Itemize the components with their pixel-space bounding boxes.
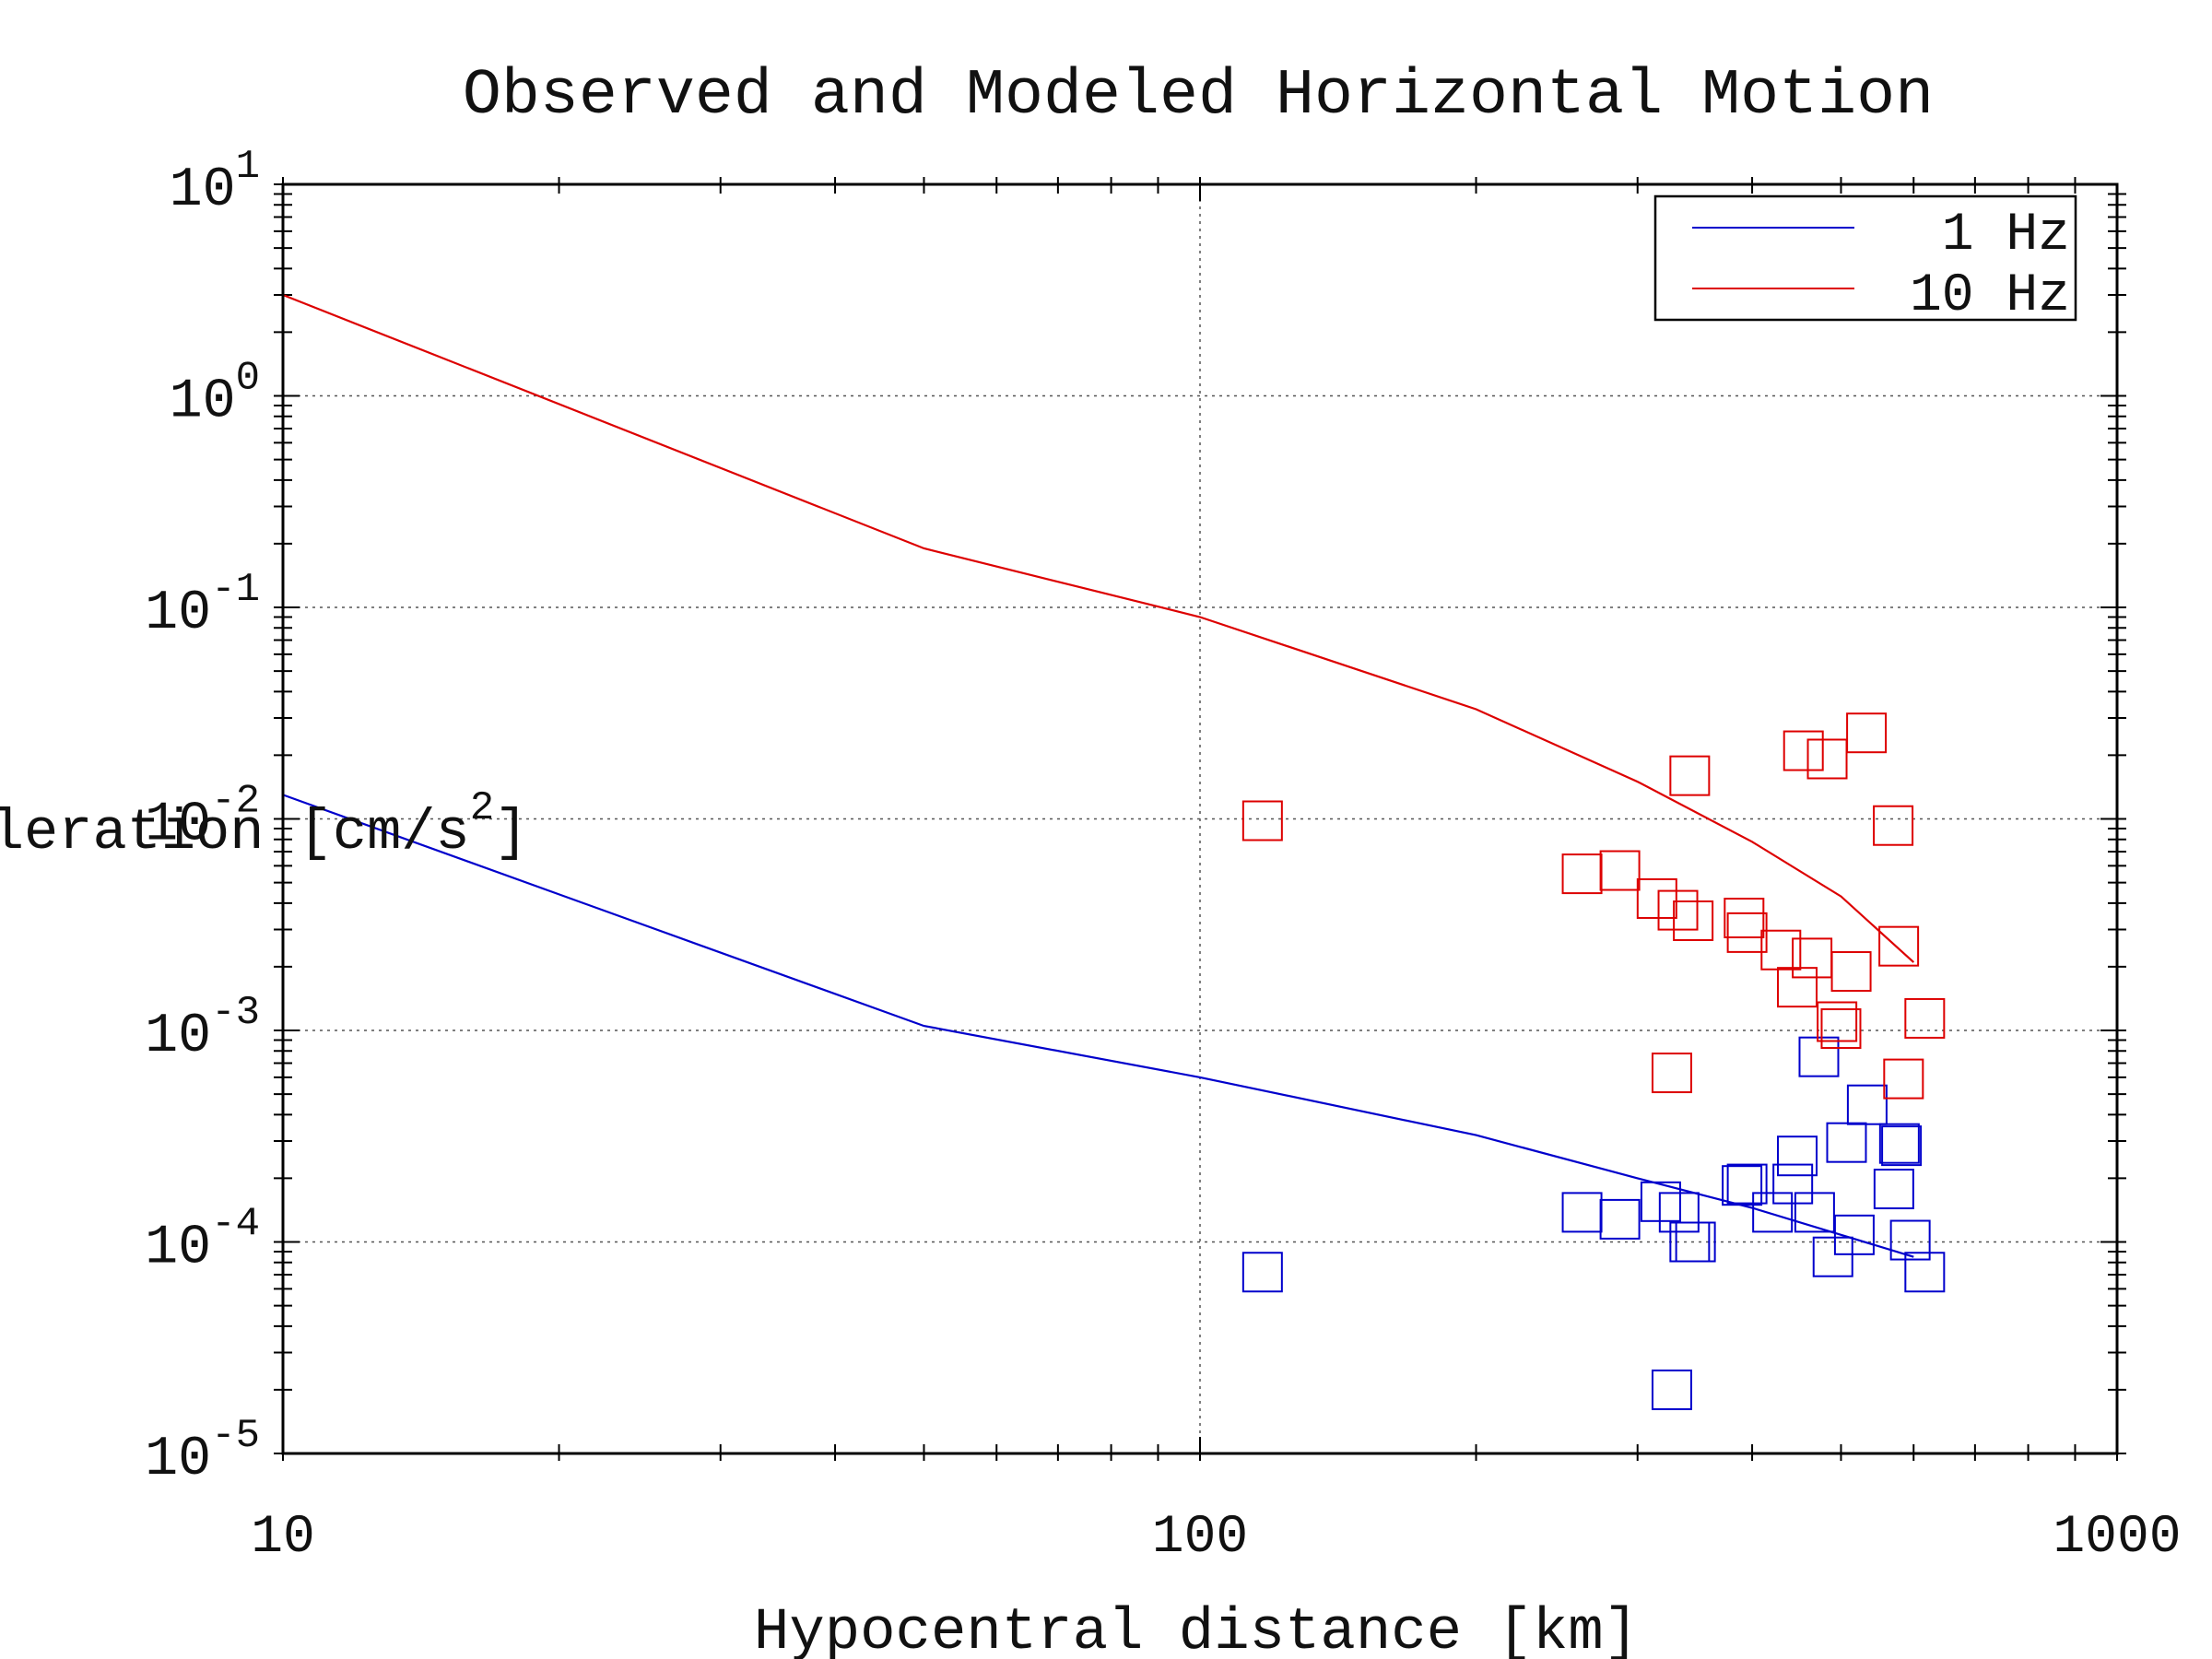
observed-point-1hz bbox=[1878, 1123, 1920, 1164]
observed-point-10hz bbox=[1657, 889, 1699, 931]
observed-point-10hz bbox=[1726, 912, 1768, 953]
legend-box bbox=[1653, 194, 2077, 322]
observed-point-1hz bbox=[1658, 1192, 1700, 1233]
observed-point-10hz bbox=[1806, 738, 1848, 780]
x-tick-label: 100 bbox=[1152, 1508, 1248, 1568]
observed-point-1hz bbox=[1794, 1192, 1835, 1233]
observed-point-1hz bbox=[1752, 1192, 1794, 1233]
observed-point-10hz bbox=[1599, 850, 1641, 891]
observed-point-10hz bbox=[1817, 1001, 1858, 1042]
model-lines bbox=[282, 293, 1915, 1258]
observed-point-1hz bbox=[1826, 1122, 1867, 1163]
observed-point-1hz bbox=[1772, 1163, 1814, 1205]
y-tick-label: 10-1 bbox=[145, 567, 260, 645]
observed-point-10hz bbox=[1241, 800, 1283, 841]
observed-point-1hz bbox=[1561, 1192, 1603, 1233]
observed-point-10hz bbox=[1846, 712, 1888, 754]
x-tick-label: 1000 bbox=[2053, 1508, 2181, 1568]
chart-title: Observed and Modeled Horizontal Motion bbox=[463, 60, 1934, 133]
observed-point-1hz bbox=[1675, 1221, 1716, 1263]
observed-point-1hz bbox=[1798, 1036, 1840, 1077]
observed-point-10hz bbox=[1760, 929, 1802, 971]
y-tick-label: 10-4 bbox=[145, 1202, 260, 1280]
observed-point-10hz bbox=[1669, 755, 1711, 796]
observed-point-10hz bbox=[1792, 937, 1833, 979]
x-axis-label: Hypocentral distance [km] bbox=[754, 1600, 1639, 1659]
model-line-1hz bbox=[282, 794, 1914, 1258]
observed-point-1hz bbox=[1812, 1236, 1853, 1277]
observed-point-1hz bbox=[1651, 1369, 1692, 1410]
legend: 1 Hz 10 Hz bbox=[1653, 194, 2077, 326]
y-axis-label-superscript: 2 bbox=[470, 785, 494, 831]
model-line-10hz bbox=[282, 293, 1915, 963]
observed-point-10hz bbox=[1561, 853, 1603, 895]
observed-point-10hz bbox=[1636, 877, 1677, 919]
observed-point-1hz bbox=[1889, 1219, 1931, 1261]
observed-point-1hz bbox=[1726, 1163, 1768, 1205]
observed-point-1hz bbox=[1846, 1084, 1888, 1125]
observed-point-10hz bbox=[1651, 1053, 1692, 1094]
observed-point-1hz bbox=[1873, 1169, 1914, 1210]
y-axis-label-end: ] bbox=[494, 800, 528, 865]
y-tick-labels: 101 100 10-1 10-2 10-3 10-4 10-5 bbox=[145, 144, 260, 1491]
x-tick-labels: 10 100 1000 bbox=[251, 1508, 2181, 1568]
y-tick-label: 101 bbox=[170, 144, 260, 222]
observed-point-1hz bbox=[1640, 1181, 1681, 1222]
legend-label-10hz: 10 Hz bbox=[1910, 266, 2070, 326]
observed-point-10hz bbox=[1904, 997, 1946, 1039]
observed-point-1hz bbox=[1241, 1252, 1283, 1293]
observed-point-1hz bbox=[1599, 1198, 1641, 1240]
observed-markers bbox=[1241, 712, 1946, 1410]
observed-point-10hz bbox=[1724, 898, 1765, 939]
observed-point-10hz bbox=[1820, 1008, 1862, 1050]
observed-point-1hz bbox=[1881, 1125, 1923, 1167]
y-axis-label: Acceleration [cm/s2] bbox=[0, 785, 528, 865]
observed-point-10hz bbox=[1783, 730, 1824, 771]
observed-point-1hz bbox=[1904, 1252, 1946, 1293]
observed-point-10hz bbox=[1673, 900, 1714, 942]
y-tick-label: 10-5 bbox=[145, 1413, 260, 1491]
y-axis-label-main: Acceleration [cm/s bbox=[0, 800, 470, 865]
y-tick-label: 10-2 bbox=[145, 779, 260, 857]
observed-point-10hz bbox=[1830, 951, 1872, 993]
plot-frame bbox=[281, 182, 2119, 1455]
y-tick-label: 10-3 bbox=[145, 990, 260, 1068]
observed-point-10hz bbox=[1873, 805, 1914, 846]
observed-point-10hz bbox=[1878, 925, 1920, 967]
legend-label-1hz: 1 Hz bbox=[1942, 206, 2070, 265]
observed-point-1hz bbox=[1777, 1135, 1818, 1177]
x-tick-label: 10 bbox=[251, 1508, 315, 1568]
observed-point-1hz bbox=[1833, 1214, 1875, 1255]
observed-point-1hz bbox=[1722, 1165, 1763, 1206]
grid-lines bbox=[283, 184, 2117, 1453]
observed-point-10hz bbox=[1777, 967, 1818, 1008]
y-tick-label: 100 bbox=[170, 356, 260, 434]
observed-point-10hz bbox=[1883, 1058, 1924, 1100]
